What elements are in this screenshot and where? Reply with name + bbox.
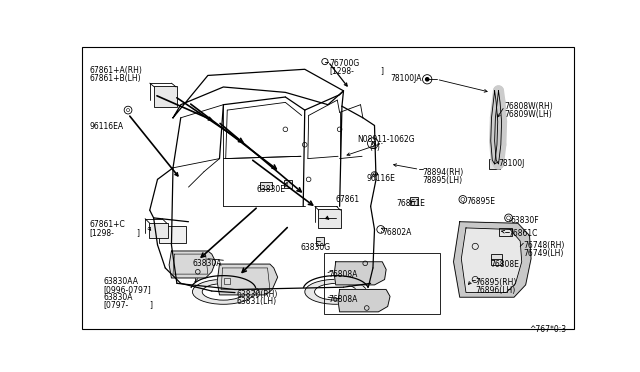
Text: 76895(RH): 76895(RH) — [476, 278, 516, 287]
Text: 67861+A(RH): 67861+A(RH) — [90, 66, 142, 75]
Bar — [159, 225, 186, 243]
Bar — [499, 228, 513, 235]
Polygon shape — [169, 251, 216, 278]
Text: 76808W(RH): 76808W(RH) — [505, 102, 554, 111]
Text: 76895E: 76895E — [466, 197, 495, 206]
Ellipse shape — [193, 279, 254, 304]
Text: 63830E: 63830E — [257, 185, 285, 194]
Text: 78894(RH): 78894(RH) — [422, 168, 464, 177]
Text: 67861+B(LH): 67861+B(LH) — [90, 74, 141, 83]
Text: 76808A: 76808A — [328, 270, 357, 279]
Ellipse shape — [305, 279, 367, 304]
Polygon shape — [461, 228, 522, 293]
Text: 63830A: 63830A — [103, 293, 132, 302]
Text: 63830G: 63830G — [301, 243, 331, 252]
Text: 76861C: 76861C — [509, 230, 538, 238]
FancyBboxPatch shape — [318, 209, 341, 228]
Bar — [491, 254, 502, 265]
Polygon shape — [454, 222, 531, 297]
Text: 76896(LH): 76896(LH) — [476, 286, 515, 295]
Text: ]: ] — [381, 66, 384, 75]
Text: N08911-1062G: N08911-1062G — [358, 135, 415, 144]
Text: [1298-: [1298- — [90, 228, 114, 237]
Text: 67861+C: 67861+C — [90, 220, 125, 229]
Text: 96116EA: 96116EA — [90, 122, 124, 131]
Ellipse shape — [202, 283, 244, 300]
Bar — [410, 197, 418, 205]
Text: (4): (4) — [370, 143, 381, 152]
Bar — [489, 158, 500, 169]
Text: ]: ] — [136, 228, 139, 237]
FancyBboxPatch shape — [149, 222, 168, 238]
Text: 63830A: 63830A — [193, 259, 222, 268]
Text: 63830F: 63830F — [511, 216, 540, 225]
Text: 96116E: 96116E — [367, 174, 396, 183]
FancyBboxPatch shape — [154, 86, 177, 107]
Polygon shape — [334, 262, 386, 285]
Bar — [260, 182, 272, 189]
Ellipse shape — [315, 283, 357, 300]
Text: 63830AA: 63830AA — [103, 277, 138, 286]
Bar — [224, 278, 230, 284]
Text: ]: ] — [150, 300, 153, 309]
Text: 63831(LH): 63831(LH) — [237, 297, 276, 306]
Text: 67861: 67861 — [336, 195, 360, 204]
Text: 76749(LH): 76749(LH) — [524, 249, 564, 258]
Text: 76809W(LH): 76809W(LH) — [505, 110, 552, 119]
Text: 78895(LH): 78895(LH) — [422, 176, 463, 185]
Text: 76700G: 76700G — [330, 58, 360, 67]
Text: ^767*0:3: ^767*0:3 — [529, 325, 566, 334]
Text: 76808A: 76808A — [328, 295, 357, 304]
Text: 63830(RH): 63830(RH) — [237, 289, 278, 298]
Bar — [324, 253, 440, 314]
Text: 76802A: 76802A — [382, 228, 412, 237]
Text: 76861E: 76861E — [396, 199, 425, 208]
Text: 76808E: 76808E — [491, 260, 520, 269]
Bar — [316, 237, 324, 245]
Circle shape — [425, 77, 429, 81]
Text: N: N — [371, 141, 376, 146]
Polygon shape — [217, 264, 278, 295]
Text: 78100JA: 78100JA — [390, 74, 422, 83]
Polygon shape — [338, 289, 390, 312]
Text: 78100J: 78100J — [499, 158, 525, 168]
Bar — [284, 180, 292, 188]
Text: [1298-: [1298- — [330, 66, 355, 75]
Text: [0797-: [0797- — [103, 300, 129, 309]
Text: [0996-0797]: [0996-0797] — [103, 285, 151, 294]
Text: 76748(RH): 76748(RH) — [524, 241, 564, 250]
